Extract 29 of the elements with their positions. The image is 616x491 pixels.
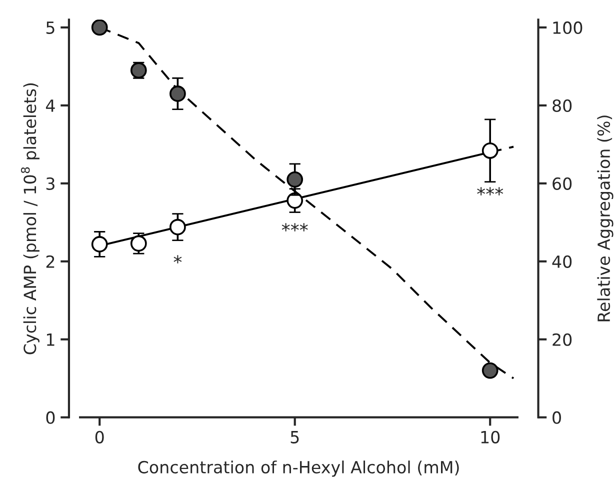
point [286,171,304,188]
point [170,86,186,102]
point [91,20,108,36]
y2-tick-label: 20 [552,333,572,346]
point [170,218,186,236]
x-tick-label: 5 [290,431,299,444]
y2-tick-label: 60 [552,177,572,190]
x-axis-title: Concentration of n-Hexyl Alcohol (mM) [138,460,459,477]
y-tick-label: 2 [46,255,54,268]
y-tick-label: 5 [46,22,54,34]
annotation: *** [282,223,308,232]
y2-axis-title: Relative Aggregation (%) [597,116,614,322]
point [482,362,498,379]
y2-tick-label: 0 [552,411,561,424]
y2-tick-label: 80 [552,99,572,112]
y2-tick-label: 40 [552,255,572,268]
annotation: * [174,255,182,264]
x-tick-label: 10 [481,430,500,444]
y2-tick-label: 100 [553,21,582,34]
point [130,235,147,252]
y-tick-label: 0 [46,411,55,424]
annotation: *** [477,187,504,196]
point [91,236,108,252]
x-tick-label: 0 [95,430,104,444]
y-tick-label: 1 [47,334,54,346]
y-axis-title: Cyclic AMP (pmol / 10$^{8}$ platelets) [20,83,40,354]
y-tick-label: 4 [46,100,55,112]
point [482,142,498,159]
y-tick-label: 3 [46,177,54,190]
